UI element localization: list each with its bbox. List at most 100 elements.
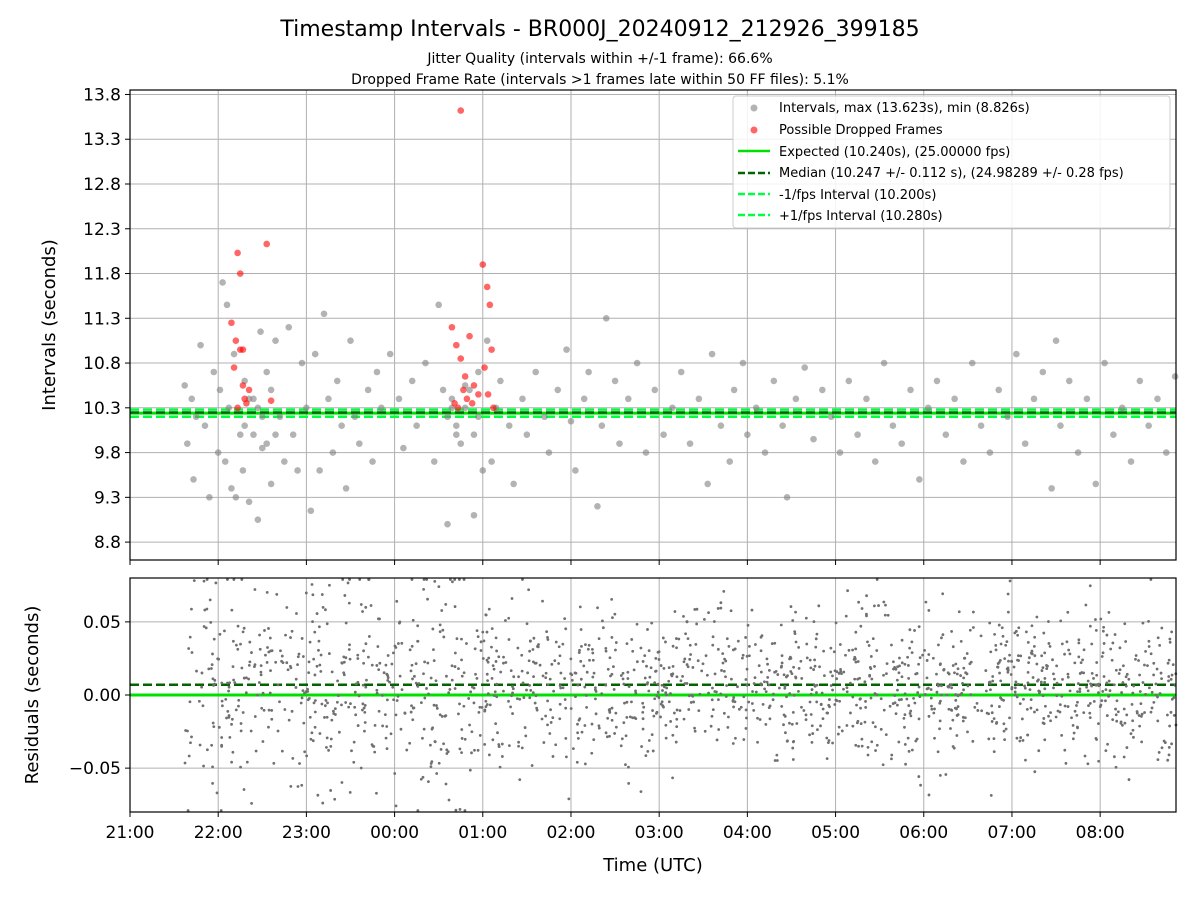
- residual-point: [1041, 694, 1045, 698]
- residual-point: [233, 681, 237, 685]
- residual-point: [641, 701, 645, 705]
- residual-point: [1027, 656, 1031, 660]
- residual-point: [791, 710, 795, 714]
- residual-point: [1118, 668, 1122, 672]
- residual-point: [289, 636, 292, 639]
- residual-point: [935, 690, 939, 694]
- residual-point: [770, 642, 774, 645]
- residual-point: [511, 687, 515, 691]
- dropped-frame-point: [468, 400, 476, 407]
- residual-point: [190, 607, 193, 611]
- interval-point: [475, 413, 482, 421]
- residual-point: [542, 741, 546, 744]
- residual-point: [653, 681, 657, 685]
- residual-point: [671, 776, 674, 780]
- intervals-ytick-label: 10.8: [83, 354, 121, 374]
- residual-point: [659, 664, 663, 667]
- residual-point: [301, 655, 305, 658]
- residual-point: [1122, 707, 1126, 711]
- interval-point: [810, 435, 817, 443]
- residual-point: [773, 759, 777, 762]
- interval-point: [466, 386, 473, 394]
- residual-point: [884, 733, 888, 737]
- residual-point: [1167, 675, 1171, 678]
- residual-point: [382, 671, 386, 675]
- residual-point: [278, 700, 281, 704]
- interval-point: [563, 346, 570, 353]
- residual-point: [938, 719, 942, 723]
- intervals-y-ticks: 8.89.39.810.310.811.311.812.312.813.313.…: [83, 85, 130, 553]
- residual-point: [472, 686, 476, 690]
- residual-point: [907, 677, 911, 680]
- residual-point: [748, 644, 751, 648]
- intervals-ytick-label: 11.8: [83, 265, 121, 285]
- residual-point: [695, 622, 699, 626]
- residual-point: [582, 664, 586, 668]
- residual-point: [917, 717, 921, 721]
- residual-point: [816, 728, 819, 732]
- residual-point: [938, 663, 942, 667]
- residual-point: [210, 743, 214, 747]
- interval-point: [761, 449, 769, 456]
- residual-point: [675, 675, 679, 679]
- residual-point: [475, 629, 479, 633]
- residual-point: [203, 608, 207, 612]
- interval-point: [968, 359, 976, 367]
- residual-point: [220, 704, 224, 708]
- residual-point: [903, 725, 906, 729]
- residual-point: [422, 578, 426, 581]
- residual-point: [548, 677, 552, 681]
- residual-point: [189, 741, 192, 745]
- residual-point: [569, 707, 573, 710]
- residual-point: [521, 578, 524, 581]
- residual-point: [265, 661, 269, 664]
- residual-point: [992, 750, 996, 753]
- residual-point: [939, 699, 942, 703]
- residual-point: [1132, 735, 1135, 739]
- interval-point: [281, 458, 288, 465]
- residual-point: [507, 616, 511, 620]
- residual-point: [1013, 690, 1017, 694]
- residual-point: [205, 578, 209, 581]
- residual-point: [433, 579, 437, 583]
- residual-point: [384, 736, 388, 740]
- residual-point: [231, 665, 235, 669]
- interval-point: [488, 458, 495, 465]
- residual-point: [908, 711, 912, 715]
- residual-point: [630, 700, 633, 704]
- residual-point: [1092, 699, 1096, 703]
- residual-point: [492, 667, 496, 671]
- residual-point: [391, 685, 395, 689]
- residual-point: [377, 668, 381, 672]
- residual-point: [958, 693, 962, 697]
- residual-point: [448, 578, 452, 581]
- residual-point: [694, 642, 698, 646]
- residual-point: [1039, 680, 1043, 684]
- dropped-frame-point: [234, 404, 241, 412]
- residual-point: [1166, 661, 1170, 665]
- residual-point: [969, 660, 973, 664]
- residual-point: [946, 671, 950, 675]
- residual-point: [1059, 619, 1063, 623]
- residual-point: [1071, 723, 1075, 727]
- residual-point: [300, 696, 304, 700]
- residual-point: [1114, 765, 1118, 769]
- residual-point: [226, 578, 229, 581]
- residual-point: [744, 678, 748, 681]
- residual-point: [426, 661, 430, 665]
- residual-point: [1114, 707, 1117, 711]
- residual-point: [940, 636, 943, 640]
- residual-point: [1095, 661, 1099, 664]
- residual-point: [289, 784, 293, 788]
- residual-point: [719, 692, 723, 696]
- residual-point: [859, 706, 862, 710]
- residual-point: [633, 716, 637, 720]
- residual-point: [792, 693, 796, 697]
- residual-point: [579, 628, 583, 631]
- residual-point: [667, 666, 671, 670]
- residual-point: [788, 721, 791, 725]
- residual-point: [997, 705, 1001, 708]
- residual-point: [549, 708, 552, 712]
- residual-point: [839, 669, 843, 673]
- interval-point: [1154, 395, 1161, 403]
